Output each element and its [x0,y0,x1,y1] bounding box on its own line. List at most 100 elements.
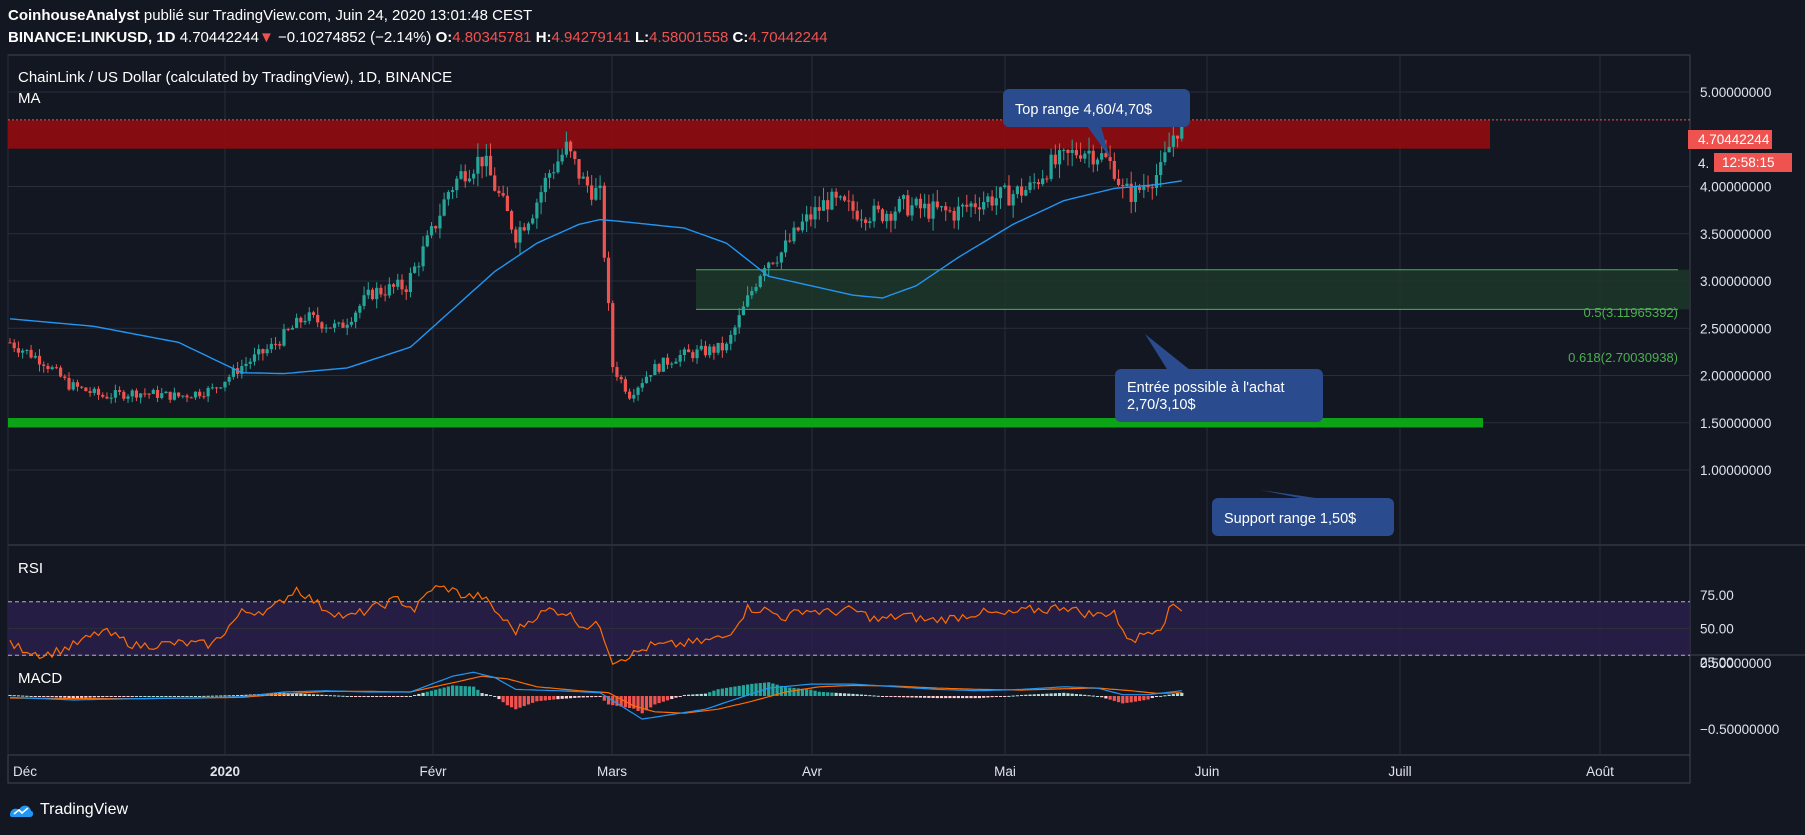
macd-histogram-bar [46,696,50,697]
macd-histogram-bar [741,685,746,696]
price-chart[interactable]: 75.00 50.00 25.00 0.50000000 −0.50000000 5.… [0,0,1805,790]
macd-histogram-bar [838,693,842,696]
candle-body [210,387,214,389]
macd-histogram-bar [1133,696,1138,702]
candle-body [716,342,720,353]
macd-histogram-bar [366,696,370,698]
time-tick-label: 2020 [210,764,240,779]
macd-histogram-bar [143,696,147,697]
annotation-top-range[interactable]: Top range 4,60/4,70$ [1003,89,1190,158]
candle-body [889,213,893,221]
candle-body [864,219,868,223]
macd-histogram-bar [16,695,21,697]
low-value: 4.58001558 [649,29,729,46]
open-label: O: [435,29,453,46]
macd-histogram-bar [151,696,155,697]
candle-body [594,187,598,200]
candle-body [493,175,497,191]
macd-indicator-label[interactable]: MACD [18,670,62,687]
candle-body [84,387,88,392]
macd-histogram-bar [813,690,817,696]
macd-histogram-bar [337,695,341,697]
ma-indicator-label[interactable]: MA [18,90,41,107]
macd-histogram-bar [505,696,509,706]
macd-histogram-bar [872,695,876,697]
fib-zone [696,269,1690,310]
candle-body [101,394,105,397]
macd-histogram-bar [758,683,762,696]
macd-histogram-bar [977,696,982,699]
candle-body [417,266,421,268]
candle-body [337,322,341,324]
high-value: 4.94279141 [551,29,631,46]
candle-body [939,206,944,208]
candle-body [160,393,164,398]
candle-body [189,397,193,399]
time-tick-label: Juill [1388,764,1411,779]
candle-body [699,345,703,350]
candle-body [12,342,16,349]
candle-body [488,155,493,176]
candle-body [1108,157,1112,161]
candle-body [303,320,307,323]
candle-body [109,397,113,399]
macd-histogram-bar [375,696,379,697]
candle-body [859,219,864,221]
ohlc-line: BINANCE:LINKUSD, 1D 4.70442244▼ −0.10274… [8,29,828,46]
macd-histogram-bar [665,696,670,701]
candle-body [362,295,366,306]
footer-brand[interactable]: TradingView [8,801,128,819]
macd-histogram-bar [682,694,686,696]
candle-body [611,303,615,368]
macd-histogram-bar [80,696,84,698]
candle-body [1171,135,1175,147]
candle-body [290,327,295,330]
macd-histogram-bar [1083,694,1087,696]
candle-body [130,390,134,397]
candle-body [581,176,585,179]
candle-body [901,195,906,199]
candle-body [809,214,813,220]
ma-path [9,180,1182,375]
candle-body [391,284,396,287]
candle-body [619,376,623,380]
candle-body [821,200,826,211]
macd-histogram-bar [480,693,484,696]
candle-body [1007,185,1011,206]
close-value: 4.70442244 [748,29,828,46]
time-tick-label: Avr [802,764,823,779]
macd-histogram-bar [868,695,872,697]
candle-body [1003,185,1007,188]
candle-body [21,350,25,353]
time-axis[interactable]: Déc 2020 Févr Mars Avr Mai Juin Juill Août [13,764,1614,779]
macd-histogram-bar [598,696,602,697]
candle-body [480,156,484,167]
symbol-label: BINANCE:LINKUSD, 1D [8,29,176,46]
macd-histogram-bar [54,696,58,698]
candle-body [783,240,788,253]
macd-histogram-bar [1112,696,1116,701]
candle-body [324,327,328,329]
macd-histogram-bar [594,696,598,698]
macd-histogram-bar [720,688,724,696]
macd-histogram-bar [341,695,345,697]
footer-brand-label: TradingView [40,801,129,818]
author-name[interactable]: CoinhouseAnalyst [8,7,140,24]
macd-histogram-bar [417,693,421,696]
macd-histogram-bar [147,696,151,697]
macd-histogram-bar [396,696,400,697]
annotation-support[interactable]: Support range 1,50$ [1212,490,1394,536]
candle-body [724,343,729,351]
price-axis[interactable]: 5.00000000 4.00000000 3.50000000 3.00000000… [1700,85,1771,478]
annotation-entry[interactable]: Entrée possible à l'achat 2,70/3,10$ [1115,334,1323,422]
rsi-indicator-label[interactable]: RSI [18,560,43,577]
candle-body [198,391,202,397]
candle-body [438,215,442,229]
macd-histogram-bar [25,695,29,697]
candle-body [526,223,531,231]
macd-histogram-bar [1045,693,1049,696]
macd-histogram-bar [712,690,716,696]
candle-body [1036,182,1041,185]
price-tick-label: 4.00000000 [1700,180,1771,195]
macd-histogram-bar [362,696,366,697]
